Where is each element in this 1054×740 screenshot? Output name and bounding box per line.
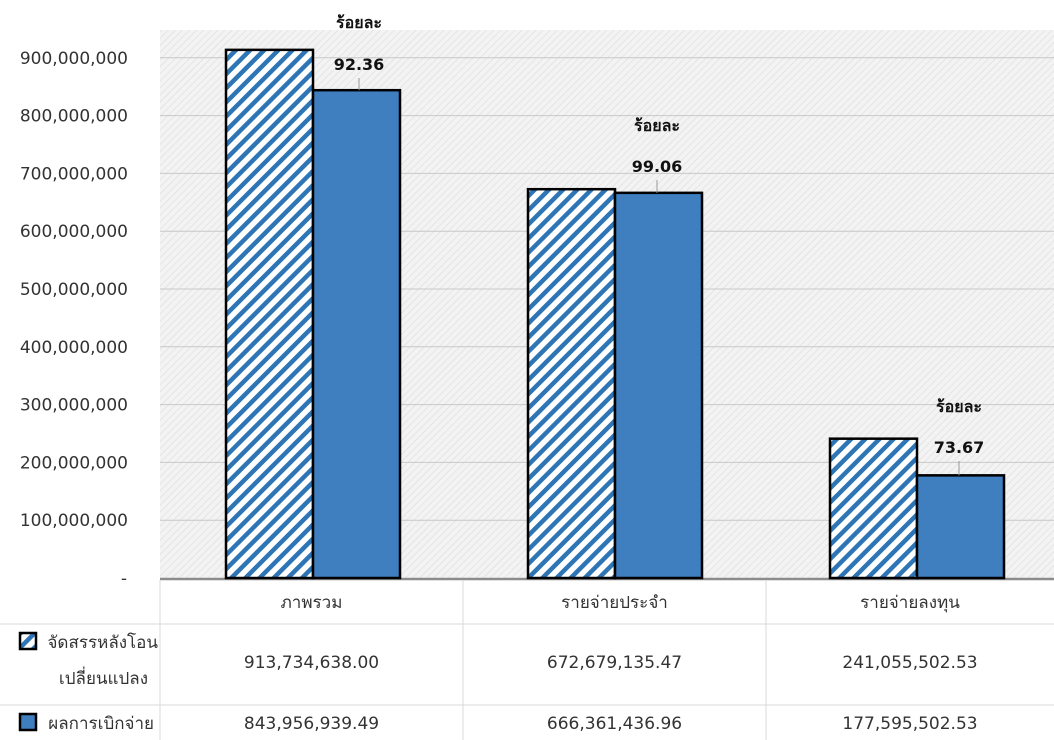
y-tick-label: 500,000,000 [20,280,128,300]
legend-swatch [18,712,38,732]
annotation-label: ร้อยละ [936,397,982,416]
y-tick-label: 200,000,000 [20,453,128,473]
table-cell-value: 177,595,502.53 [842,714,977,734]
category-label: รายจ่ายประจำ [561,593,668,613]
bar-allocated [828,437,919,580]
category-label: รายจ่ายลงทุน [860,593,960,613]
table-cell-value: 241,055,502.53 [842,653,977,673]
table-cell-value: 843,956,939.49 [244,714,379,734]
y-tick-label: 100,000,000 [20,511,128,531]
annotation-value: 99.06 [632,157,683,176]
data-table: ภาพรวม รายจ่ายประจำ รายจ่ายลงทุนจัดสรรหลัง… [0,580,1054,740]
bar-disbursed [915,474,1006,580]
y-tick-label: 600,000,000 [20,222,128,242]
annotation-label: ร้อยละ [336,13,382,32]
annotation-label: ร้อยละ [634,116,680,135]
y-tick-label: 300,000,000 [20,396,128,416]
y-axis-tick-labels: - 100,000,000 200,000,000 300,000,000 400,00… [20,49,128,589]
bars [224,48,1006,580]
y-tick-label: 700,000,000 [20,164,128,184]
annotations: ร้อยละ 92.36 ร้อยละ 99.06 ร้อยละ 73.67 [334,13,985,476]
legend-swatch [18,631,38,651]
y-tick-label: 400,000,000 [20,338,128,358]
bar-disbursed [311,88,402,580]
bar-allocated [224,48,315,580]
legend-label: ผลการเบิกจ่าย [48,714,154,734]
table-cell-value: 672,679,135.47 [547,653,682,673]
annotation-value: 92.36 [334,55,385,74]
y-tick-label: 800,000,000 [20,107,128,127]
bar-allocated [526,187,617,580]
legend-label: เปลี่ยนแปลง [59,666,148,689]
legend-label: จัดสรรหลังโอน [47,632,158,653]
table-cell-value: 666,361,436.96 [547,714,682,734]
category-label: ภาพรวม [281,593,343,613]
y-tick-label: 900,000,000 [20,49,128,69]
annotation-value: 73.67 [934,438,985,457]
y-tick-label: - [121,569,127,589]
table-cell-value: 913,734,638.00 [244,653,379,673]
bar-disbursed [613,191,704,580]
